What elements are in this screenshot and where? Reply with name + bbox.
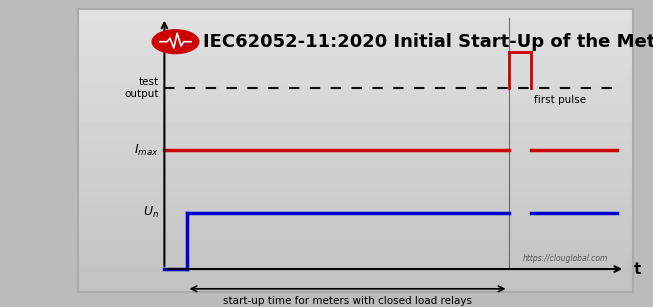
Text: https://clouglobal.com: https://clouglobal.com	[522, 255, 608, 263]
Text: $U_n$: $U_n$	[143, 205, 159, 220]
Text: test
output: test output	[124, 77, 159, 99]
Circle shape	[152, 30, 199, 53]
Text: IEC62052-11:2020 Initial Start-Up of the Meter: IEC62052-11:2020 Initial Start-Up of the…	[203, 33, 653, 51]
Text: start-up time for meters with closed load relays: start-up time for meters with closed loa…	[223, 296, 472, 306]
Text: $I_{max}$: $I_{max}$	[134, 143, 159, 158]
Text: t: t	[633, 262, 641, 277]
Text: first pulse: first pulse	[534, 95, 586, 105]
